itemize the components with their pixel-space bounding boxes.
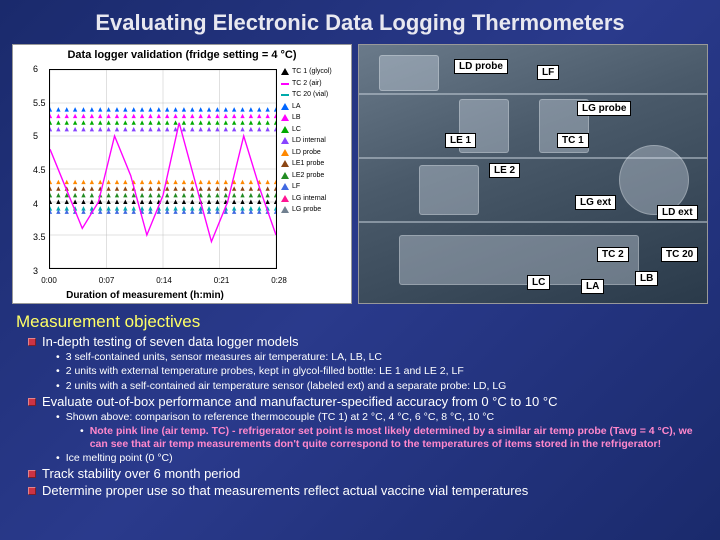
bullet-2-sub-1: Shown above: comparison to reference the… [56, 411, 704, 424]
legend-item: TC 20 (vial) [281, 90, 349, 101]
photo-annotation: LB [635, 271, 658, 286]
body-text: Measurement objectives In-depth testing … [0, 304, 720, 499]
bullet-1-sub-3-text: 2 units with a self-contained air temper… [66, 380, 507, 393]
legend-item: LE1 probe [281, 159, 349, 170]
top-row: Data logger validation (fridge setting =… [0, 44, 720, 304]
photo-annotation: LG probe [577, 101, 631, 116]
slide-title: Evaluating Electronic Data Logging Therm… [0, 0, 720, 44]
chart-ytick: 4 [33, 199, 38, 209]
bullet-1-sub-1: 3 self-contained units, sensor measures … [56, 351, 704, 364]
bullet-1-sub-1-text: 3 self-contained units, sensor measures … [66, 351, 382, 364]
section-heading: Measurement objectives [16, 312, 704, 332]
chart-ytick: 4.5 [33, 165, 46, 175]
legend-item: LD probe [281, 148, 349, 159]
chart-ytick: 5 [33, 131, 38, 141]
legend-item: LG probe [281, 205, 349, 216]
chart-plot-area [49, 69, 277, 269]
photo-annotation: TC 20 [661, 247, 698, 262]
bullet-3: Track stability over 6 month period [28, 466, 704, 482]
chart-ytick: 3.5 [33, 232, 46, 242]
photo-annotation: LE 2 [489, 163, 520, 178]
bullet-4: Determine proper use so that measurement… [28, 483, 704, 499]
chart-xtick: 0:14 [156, 276, 172, 285]
bullet-1-sub-2: 2 units with external temperature probes… [56, 365, 704, 378]
refrigerator-photo: LD probe LF LG probe LE 1 TC 1 LE 2 LG ext LD e… [358, 44, 708, 304]
photo-annotation: LD ext [657, 205, 698, 220]
legend-item: LA [281, 102, 349, 113]
photo-annotation: TC 2 [597, 247, 629, 262]
chart-xtick: 0:28 [271, 276, 287, 285]
legend-item: TC 2 (air) [281, 79, 349, 90]
chart-xtick: 0:21 [214, 276, 230, 285]
chart-xtick: 0:00 [41, 276, 57, 285]
chart-ytick: 6 [33, 64, 38, 74]
legend-item: TC 1 (glycol) [281, 67, 349, 78]
bullet-1: In-depth testing of seven data logger mo… [28, 334, 704, 350]
bullet-2-sub-1-text: Shown above: comparison to reference the… [66, 411, 494, 424]
chart-ytick: 3 [33, 266, 38, 276]
chart-xtick: 0:07 [99, 276, 115, 285]
bullet-2-sub-2: Note pink line (air temp. TC) - refriger… [80, 425, 704, 451]
legend-item: LC [281, 125, 349, 136]
chart-xlabel: Duration of measurement (h:min) [13, 290, 277, 301]
bullet-2-sub-3: Ice melting point (0 °C) [56, 452, 704, 465]
photo-annotation: LG ext [575, 195, 616, 210]
bullet-1-text: In-depth testing of seven data logger mo… [42, 334, 299, 350]
bullet-3-text: Track stability over 6 month period [42, 466, 240, 482]
photo-annotation: LF [537, 65, 559, 80]
photo-annotation: LC [527, 275, 550, 290]
bullet-2: Evaluate out-of-box performance and manu… [28, 394, 704, 410]
legend-item: LD internal [281, 136, 349, 147]
chart-container: Data logger validation (fridge setting =… [12, 44, 352, 304]
bullet-2-text: Evaluate out-of-box performance and manu… [42, 394, 557, 410]
chart-title: Data logger validation (fridge setting =… [13, 45, 351, 63]
photo-annotation: LA [581, 279, 604, 294]
legend-item: LB [281, 113, 349, 124]
bullet-2-sub-2-text: Note pink line (air temp. TC) - refriger… [90, 425, 704, 451]
legend-item: LF [281, 182, 349, 193]
photo-annotation: TC 1 [557, 133, 589, 148]
legend-item: LE2 probe [281, 171, 349, 182]
bullet-4-text: Determine proper use so that measurement… [42, 483, 528, 499]
photo-annotation: LD probe [454, 59, 508, 74]
chart-legend: TC 1 (glycol)TC 2 (air)TC 20 (vial)LALBL… [281, 67, 349, 217]
bullet-1-sub-2-text: 2 units with external temperature probes… [66, 365, 464, 378]
bullet-2-sub-3-text: Ice melting point (0 °C) [66, 452, 173, 465]
legend-item: LG internal [281, 194, 349, 205]
photo-annotation: LE 1 [445, 133, 476, 148]
chart-ytick: 5.5 [33, 98, 46, 108]
bullet-1-sub-3: 2 units with a self-contained air temper… [56, 380, 704, 393]
